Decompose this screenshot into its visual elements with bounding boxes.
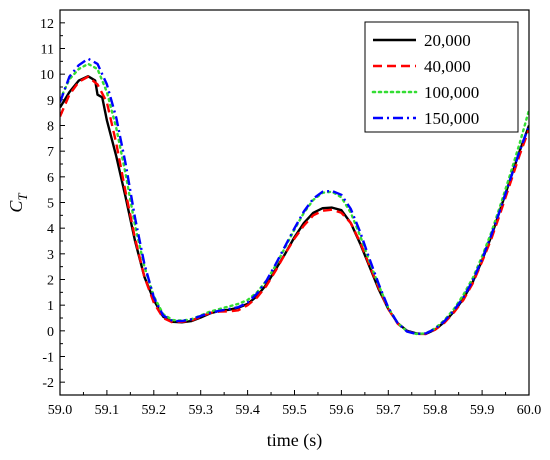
y-tick-label: 7 xyxy=(47,145,54,160)
y-tick-label: 12 xyxy=(40,17,54,32)
y-axis-title-subscript: T xyxy=(15,193,30,201)
x-axis-title: time (s) xyxy=(267,430,323,451)
legend-label-2: 40,000 xyxy=(424,57,471,76)
y-tick-label: 10 xyxy=(40,68,54,83)
x-tick-label: 59.2 xyxy=(142,403,167,418)
x-tick-label: 59.5 xyxy=(282,403,307,418)
x-tick-label: 59.1 xyxy=(95,403,120,418)
x-tick-label: 59.9 xyxy=(470,403,495,418)
legend-label-4: 150,000 xyxy=(424,109,479,128)
x-tick-label: 59.6 xyxy=(329,403,354,418)
y-axis-title: CT xyxy=(6,193,30,213)
y-tick-label: 1 xyxy=(47,299,54,314)
x-tick-label: 59.3 xyxy=(188,403,213,418)
y-tick-label: -1 xyxy=(42,351,54,366)
legend: 20,000 40,000 100,000 150,000 xyxy=(364,21,519,133)
series-line-4 xyxy=(60,57,529,336)
y-tick-label: 6 xyxy=(47,171,54,186)
y-tick-label: 8 xyxy=(47,120,54,135)
series-lines xyxy=(60,57,529,336)
plot-frame xyxy=(59,9,530,396)
x-tick-label: 60.0 xyxy=(517,403,542,418)
y-tick-label: 2 xyxy=(47,274,54,289)
y-axis-title-main: C xyxy=(6,200,26,213)
x-tick-label: 59.4 xyxy=(235,403,260,418)
legend-items: 20,000 40,000 100,000 150,000 xyxy=(371,31,479,128)
legend-label-3: 100,000 xyxy=(424,83,479,102)
y-tick-label: -2 xyxy=(42,376,54,391)
y-tick-label: 0 xyxy=(47,325,54,340)
x-tick-label: 59.7 xyxy=(376,403,401,418)
x-tick-label: 59.8 xyxy=(423,403,448,418)
series-line-2 xyxy=(60,75,529,336)
legend-label-1: 20,000 xyxy=(424,31,471,50)
x-tick-label: 59.0 xyxy=(48,403,73,418)
y-tick-label: 5 xyxy=(47,197,54,212)
y-tick-label: 4 xyxy=(47,222,54,237)
y-tick-label: 9 xyxy=(47,94,54,109)
y-tick-label: 11 xyxy=(41,43,54,58)
y-tick-label: 3 xyxy=(47,248,54,263)
x-axis-ticks: 59.0 59.1 59.2 59.3 59.4 59.5 59.6 59.7 59.8 59.9… xyxy=(48,390,542,418)
